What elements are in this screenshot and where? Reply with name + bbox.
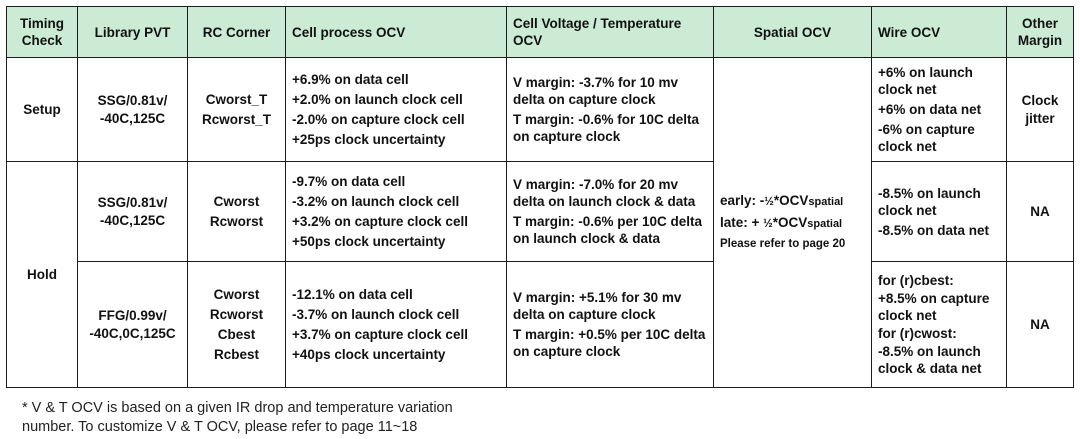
cell-hold-check: Hold [6, 161, 78, 388]
cell-hold2-wire: for (r)cbest: +8.5% on capture clock net… [871, 261, 1007, 388]
header-spatial-ocv: Spatial OCV [713, 6, 872, 58]
footnote-line-2: number. To customize V & T OCV, please r… [22, 419, 418, 435]
cell-hold1-other: NA [1006, 161, 1074, 262]
table-row-hold-1: Hold SSG/0.81v/ -40C,125C Cworst Rcworst… [6, 161, 1074, 388]
cell-setup-process: +6.9% on data cell +2.0% on launch clock… [285, 57, 507, 162]
header-wire-ocv: Wire OCV [871, 6, 1007, 58]
header-library-pvt: Library PVT [77, 6, 188, 58]
header-cell-process-ocv: Cell process OCV [285, 6, 507, 58]
cell-setup-other: Clock jitter [1006, 57, 1074, 162]
cell-setup-wire: +6% on launch clock net +6% on data net … [871, 57, 1007, 162]
cell-hold2-pvt: FFG/0.99v/ -40C,0C,125C [77, 261, 188, 388]
cell-hold1-wire: -8.5% on launch clock net -8.5% on data … [871, 161, 1007, 262]
cell-setup-vt: V margin: -3.7% for 10 mv delta on captu… [506, 57, 714, 162]
header-timing-check: Timing Check [6, 6, 78, 58]
cell-spatial-ocv: early: -½*OCVspatial late: + ½*OCVspatia… [713, 57, 872, 388]
cell-hold1-process: -9.7% on data cell -3.2% on launch clock… [285, 161, 507, 262]
header-row: Timing Check Library PVT RC Corner Cell … [6, 6, 1074, 58]
footnote: * V & T OCV is based on a given IR drop … [22, 399, 453, 437]
header-rc-corner: RC Corner [187, 6, 286, 58]
footnote-line-1: * V & T OCV is based on a given IR drop … [22, 400, 453, 416]
cell-hold2-rc: Cworst Rcworst Cbest Rcbest [187, 261, 286, 388]
cell-hold1-pvt: SSG/0.81v/ -40C,125C [77, 161, 188, 262]
cell-hold2-other: NA [1006, 261, 1074, 388]
cell-hold1-rc: Cworst Rcworst [187, 161, 286, 262]
table-row-setup: Setup SSG/0.81v/ -40C,125C Cworst_T Rcwo… [6, 57, 1074, 388]
cell-hold2-process: -12.1% on data cell -3.7% on launch cloc… [285, 261, 507, 388]
ocv-margin-table: Timing Check Library PVT RC Corner Cell … [6, 6, 1074, 388]
spatial-note: Please refer to page 20 [720, 238, 846, 250]
cell-setup-check: Setup [6, 57, 78, 162]
cell-hold2-vt: V margin: +5.1% for 30 mv delta on captu… [506, 261, 714, 388]
cell-setup-pvt: SSG/0.81v/ -40C,125C [77, 57, 188, 162]
cell-setup-rc: Cworst_T Rcworst_T [187, 57, 286, 162]
cell-hold1-vt: V margin: -7.0% for 20 mv delta on launc… [506, 161, 714, 262]
table-row-hold-2: FFG/0.99v/ -40C,0C,125C Cworst Rcworst C… [7, 261, 1074, 388]
header-other-margin: Other Margin [1006, 6, 1074, 58]
header-cell-voltage-temp-ocv: Cell Voltage / Temperature OCV [506, 6, 714, 58]
